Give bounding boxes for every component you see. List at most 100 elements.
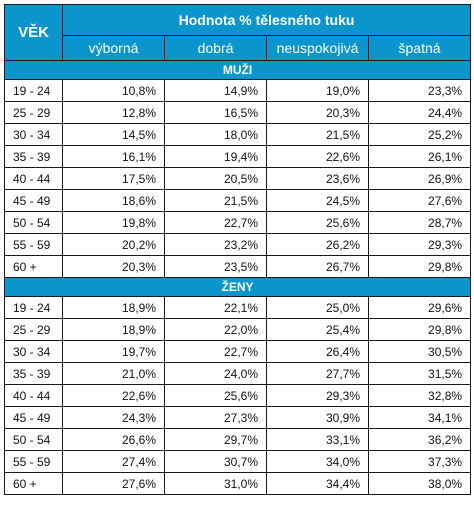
value-cell: 25,2% (367, 123, 472, 146)
age-range-cell: 19 - 24 (4, 79, 63, 102)
value-cell: 21,5% (266, 123, 369, 146)
column-header-neuspokojiva: neuspokojivá (266, 35, 369, 61)
table-row: 35 - 39 16,1% 19,4% 22,6% 26,1% (4, 145, 472, 168)
age-range-cell: 55 - 59 (4, 233, 63, 256)
value-cell: 24,5% (266, 189, 369, 212)
value-cell: 26,1% (367, 145, 472, 168)
value-cell: 34,4% (266, 472, 369, 495)
value-cell: 31,0% (164, 472, 267, 495)
table-row: 40 - 44 17,5% 20,5% 23,6% 26,9% (4, 167, 472, 190)
value-cell: 20,2% (62, 233, 165, 256)
age-range-cell: 55 - 59 (4, 450, 63, 473)
table-row: 50 - 54 19,8% 22,7% 25,6% 28,7% (4, 211, 472, 234)
section-row: MUŽI (3, 60, 472, 80)
value-cell: 34,1% (367, 406, 472, 429)
value-cell: 23,2% (164, 233, 267, 256)
table-body: MUŽI 19 - 24 10,8% 14,9% 19,0% 23,3% 25 - 29 12… (3, 60, 472, 495)
table-row: 30 - 34 14,5% 18,0% 21,5% 25,2% (4, 123, 472, 146)
age-column-header: VĚK (4, 4, 63, 61)
table-row: 55 - 59 20,2% 23,2% 26,2% 29,3% (4, 233, 472, 256)
value-cell: 29,3% (367, 233, 472, 256)
age-range-cell: 30 - 34 (4, 340, 63, 363)
age-range-cell: 45 - 49 (4, 189, 63, 212)
value-cell: 12,8% (62, 101, 165, 124)
value-cell: 22,0% (164, 318, 267, 341)
age-range-cell: 40 - 44 (4, 167, 63, 190)
column-header-dobra: dobrá (164, 35, 267, 61)
value-cell: 26,9% (367, 167, 472, 190)
value-cell: 34,0% (266, 450, 369, 473)
value-cell: 23,6% (266, 167, 369, 190)
table-row: 60 +27,6% 31,0% 34,4% 38,0% (4, 472, 472, 495)
value-cell: 30,5% (367, 340, 472, 363)
age-range-cell: 35 - 39 (4, 362, 63, 385)
value-cell: 27,7% (266, 362, 369, 385)
header-row-top: VĚK Hodnota % tělesného tuku (4, 4, 472, 61)
value-cell: 10,8% (62, 79, 165, 102)
value-cell: 20,3% (62, 255, 165, 278)
value-cell: 25,6% (266, 211, 369, 234)
table-row: 45 - 49 24,3% 27,3% 30,9% 34,1% (4, 406, 472, 429)
table-title: Hodnota % tělesného tuku (61, 4, 472, 36)
value-cell: 37,3% (367, 450, 472, 473)
body-fat-table: VĚK Hodnota % tělesného tuku výborná dob… (3, 4, 472, 495)
age-range-cell: 45 - 49 (4, 406, 63, 429)
value-cell: 18,9% (62, 296, 165, 319)
age-range-cell: 35 - 39 (4, 145, 63, 168)
value-cell: 18,6% (62, 189, 165, 212)
value-cell: 17,5% (62, 167, 165, 190)
value-cell: 22,1% (164, 296, 267, 319)
section-row: ŽENY (3, 277, 472, 297)
value-cell: 20,5% (164, 167, 267, 190)
section-label: MUŽI (3, 60, 472, 80)
value-cell: 20,3% (266, 101, 369, 124)
value-cell: 27,3% (164, 406, 267, 429)
value-cell: 29,8% (367, 255, 472, 278)
age-range-cell: 40 - 44 (4, 384, 63, 407)
body-fat-table-container: VĚK Hodnota % tělesného tuku výborná dob… (3, 4, 472, 495)
age-range-cell: 50 - 54 (4, 211, 63, 234)
value-cell: 38,0% (367, 472, 472, 495)
value-cell: 27,4% (62, 450, 165, 473)
value-cell: 22,6% (62, 384, 165, 407)
header-row-columns: výborná dobrá neuspokojivá špatná (5, 35, 472, 61)
age-range-cell: 60 + (4, 472, 63, 495)
value-cell: 33,1% (266, 428, 369, 451)
value-cell: 22,7% (164, 340, 267, 363)
table-row: 19 - 24 18,9% 22,1% 25,0% 29,6% (4, 296, 472, 319)
column-header-spatna: špatná (367, 35, 472, 61)
value-cell: 19,0% (266, 79, 369, 102)
value-cell: 36,2% (367, 428, 472, 451)
value-cell: 26,7% (266, 255, 369, 278)
table-row: 55 - 59 27,4% 30,7% 34,0% 37,3% (4, 450, 472, 473)
value-cell: 21,0% (62, 362, 165, 385)
value-cell: 24,0% (164, 362, 267, 385)
value-cell: 14,5% (62, 123, 165, 146)
age-range-cell: 30 - 34 (4, 123, 63, 146)
value-cell: 26,4% (266, 340, 369, 363)
value-cell: 29,3% (266, 384, 369, 407)
value-cell: 27,6% (367, 189, 472, 212)
table-row: 25 - 29 18,9% 22,0% 25,4% 29,8% (4, 318, 472, 341)
value-cell: 16,5% (164, 101, 267, 124)
value-cell: 22,7% (164, 211, 267, 234)
table-row: 19 - 24 10,8% 14,9% 19,0% 23,3% (4, 79, 472, 102)
value-cell: 23,3% (367, 79, 472, 102)
age-range-cell: 60 + (4, 255, 63, 278)
value-cell: 30,9% (266, 406, 369, 429)
value-cell: 18,0% (164, 123, 267, 146)
value-cell: 31,5% (367, 362, 472, 385)
value-cell: 22,6% (266, 145, 369, 168)
value-cell: 28,7% (367, 211, 472, 234)
age-range-cell: 19 - 24 (4, 296, 63, 319)
value-cell: 29,6% (367, 296, 472, 319)
value-cell: 27,6% (62, 472, 165, 495)
table-row: 45 - 49 18,6% 21,5% 24,5% 27,6% (4, 189, 472, 212)
value-cell: 16,1% (62, 145, 165, 168)
value-cell: 19,8% (62, 211, 165, 234)
value-cell: 24,4% (367, 101, 472, 124)
value-cell: 32,8% (367, 384, 472, 407)
value-cell: 25,4% (266, 318, 369, 341)
age-range-cell: 25 - 29 (4, 101, 63, 124)
table-row: 25 - 29 12,8% 16,5% 20,3% 24,4% (4, 101, 472, 124)
